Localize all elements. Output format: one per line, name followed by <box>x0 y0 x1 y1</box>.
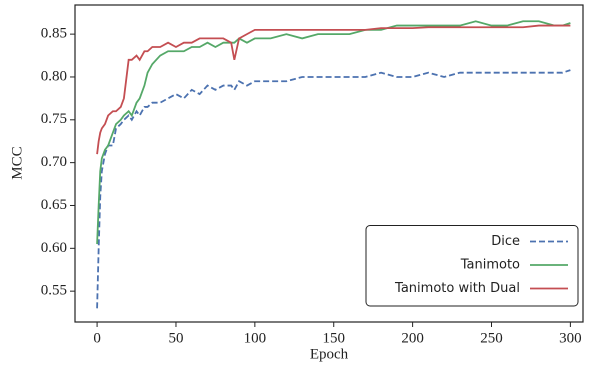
y-tick-label: 0.55 <box>41 283 67 299</box>
legend-label: Tanimoto with Dual <box>394 281 520 296</box>
legend-label: Dice <box>491 234 520 249</box>
y-tick-label: 0.65 <box>41 197 67 213</box>
x-tick-label: 100 <box>244 330 267 346</box>
line-series <box>96 69 571 309</box>
x-tick-label: 200 <box>401 330 424 346</box>
x-tick-label: 150 <box>322 330 345 346</box>
legend-label: Tanimoto <box>460 258 520 273</box>
legend-box <box>365 225 579 307</box>
plot-frame <box>74 4 584 323</box>
x-axis-label: Epoch <box>310 346 349 362</box>
x-tick-label: 0 <box>93 330 101 346</box>
line-series <box>96 24 571 155</box>
y-tick-label: 0.80 <box>41 68 67 84</box>
y-tick-label: 0.85 <box>41 26 67 42</box>
y-tick-label: 0.60 <box>41 240 67 256</box>
x-tick-label: 300 <box>559 330 582 346</box>
line-series <box>96 20 571 245</box>
x-tick-label: 250 <box>480 330 503 346</box>
y-tick-label: 0.70 <box>41 154 67 170</box>
y-axis-label: MCC <box>9 146 25 179</box>
x-tick-label: 50 <box>168 330 183 346</box>
legend: Dice Tanimoto Tanimoto with Dual <box>365 225 579 307</box>
y-tick-label: 0.75 <box>41 111 67 127</box>
